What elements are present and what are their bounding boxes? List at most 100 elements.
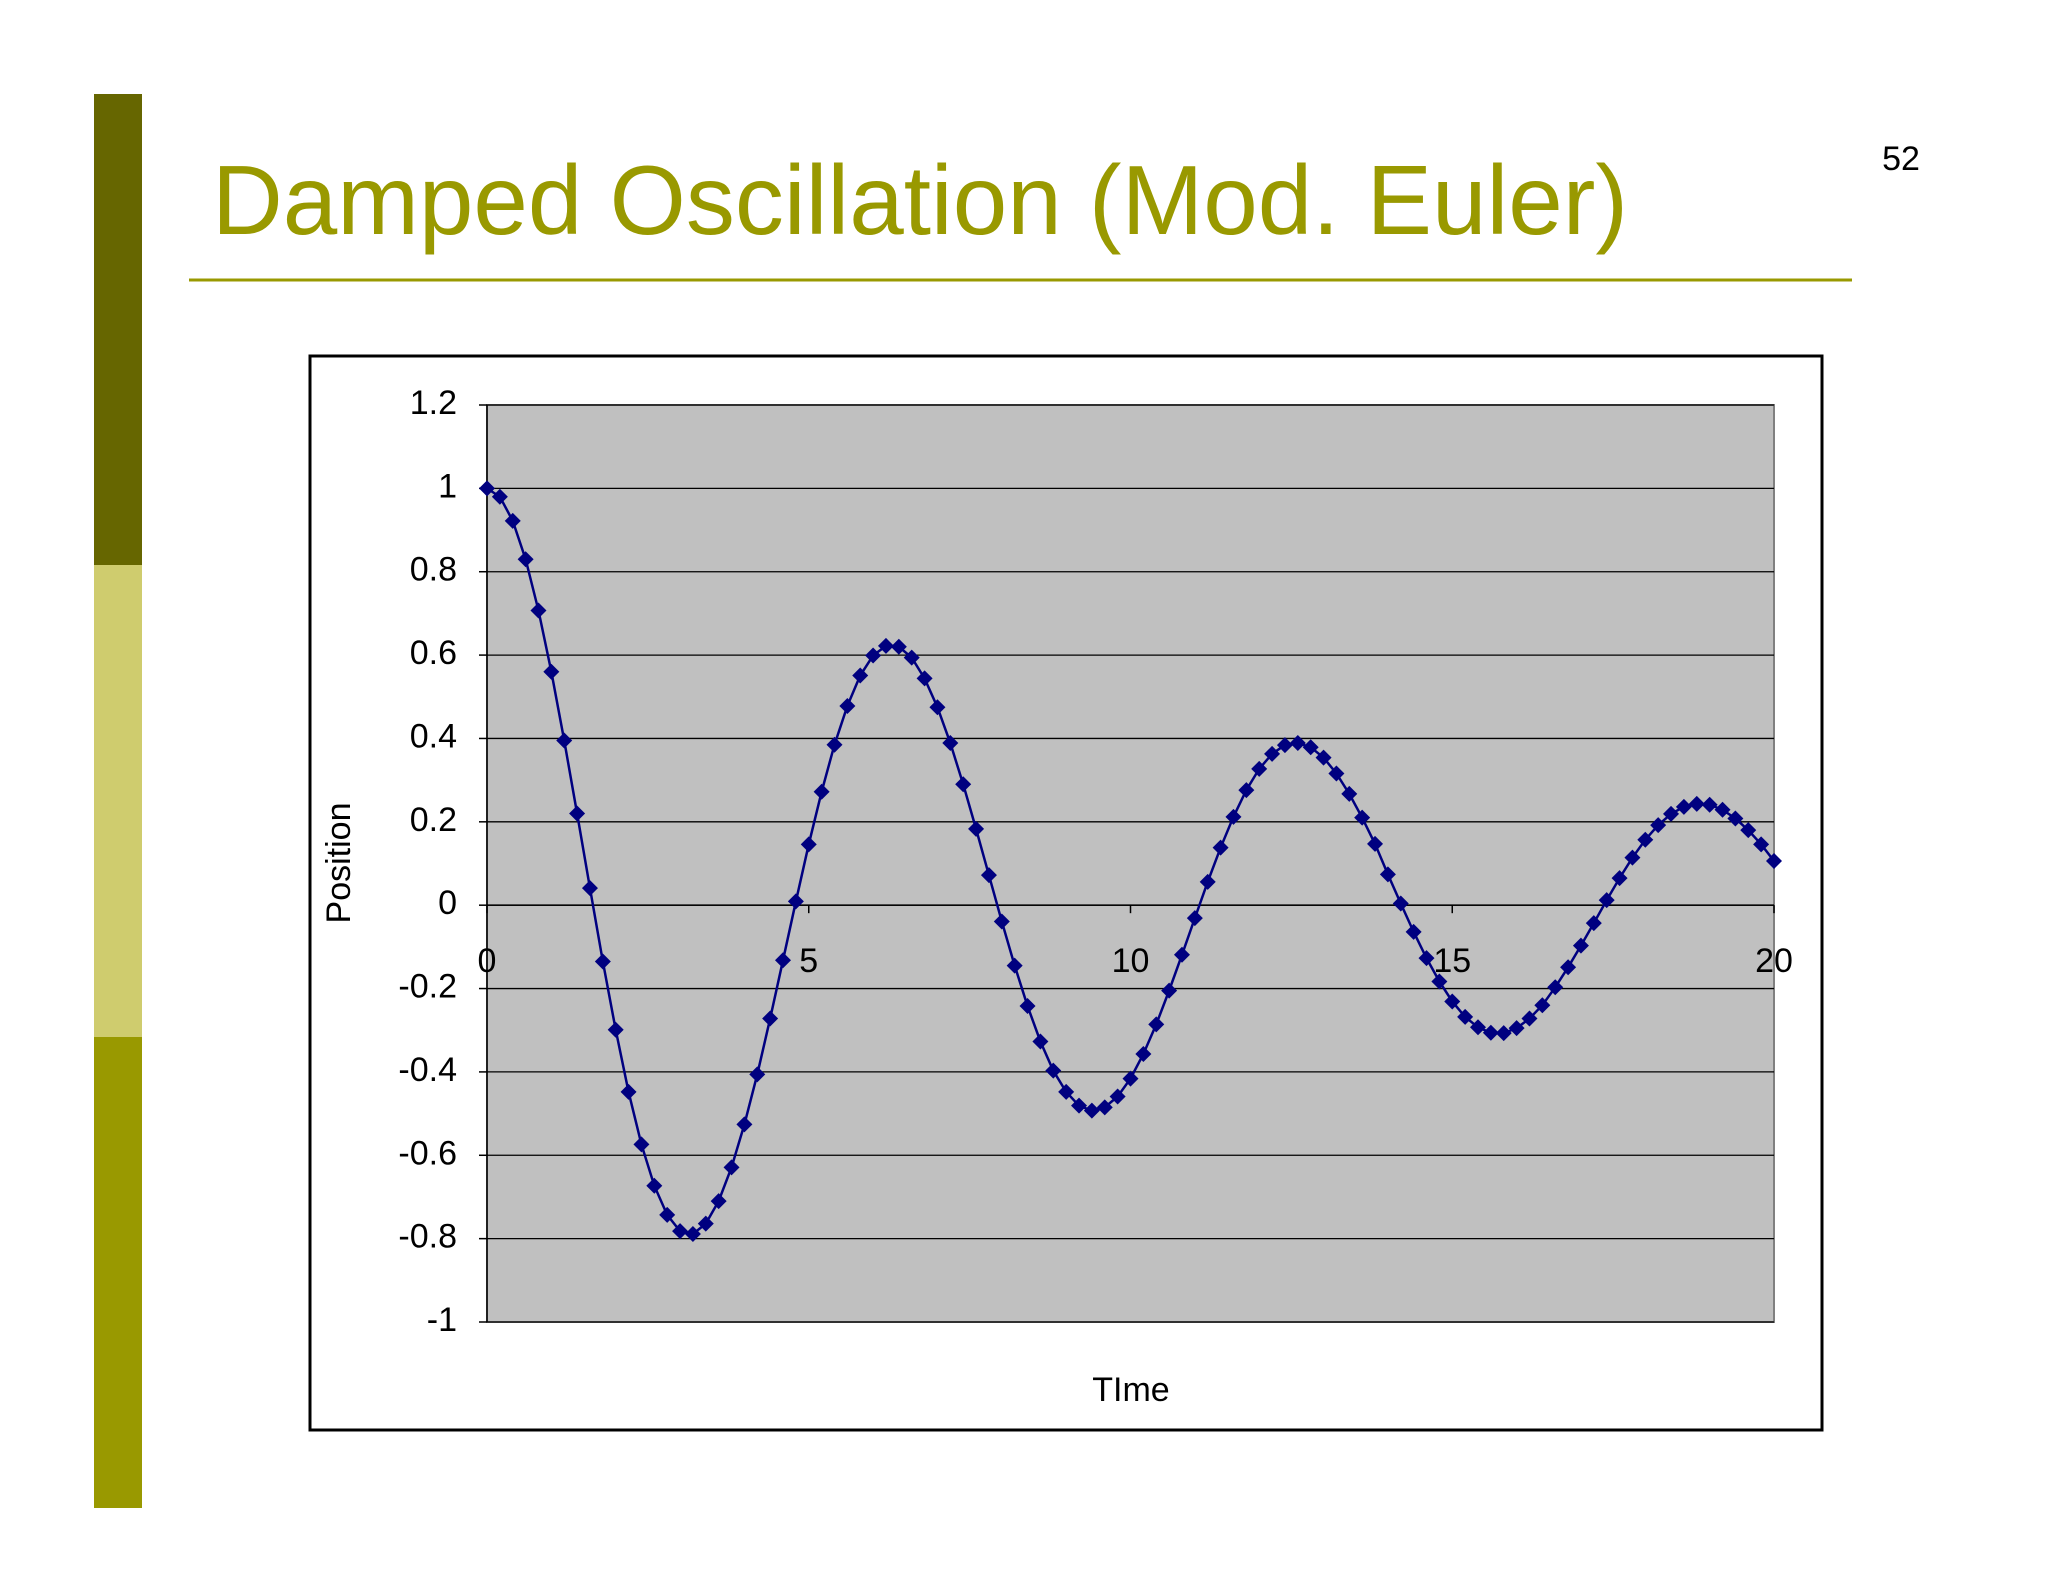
data-point: [800, 836, 817, 853]
data-point: [826, 736, 843, 753]
data-point: [1521, 1010, 1538, 1027]
data-point: [1019, 998, 1036, 1015]
slide-title: Damped Oscillation (Mod. Euler): [212, 145, 1628, 255]
data-point: [813, 783, 830, 800]
data-point: [916, 670, 933, 687]
data-point: [980, 867, 997, 884]
data-point: [1727, 810, 1744, 827]
data-point: [1753, 836, 1770, 853]
data-point: [710, 1193, 727, 1210]
data-point: [1392, 895, 1409, 912]
data-point: [1650, 817, 1667, 834]
data-point: [1083, 1102, 1100, 1119]
plot-area: [486, 404, 1775, 1323]
data-point: [1431, 973, 1448, 990]
data-point: [530, 602, 547, 619]
x-tick-label: 10: [1112, 942, 1150, 980]
data-point: [1495, 1025, 1512, 1042]
data-point: [1341, 785, 1358, 802]
data-point: [504, 512, 521, 529]
data-point: [1173, 946, 1190, 963]
accent-bar-light: [94, 565, 142, 1037]
data-point: [762, 1010, 779, 1027]
data-point: [1444, 993, 1461, 1010]
data-point: [1289, 735, 1306, 752]
y-tick-label: 0: [438, 884, 457, 922]
page-number: 52: [1882, 140, 1920, 178]
data-point: [1032, 1033, 1049, 1050]
data-point: [1264, 745, 1281, 762]
x-axis-label: TIme: [1092, 1371, 1169, 1409]
y-tick-label: 0.6: [410, 634, 457, 672]
data-point: [569, 805, 586, 822]
data-point: [1585, 915, 1602, 932]
data-point: [1212, 839, 1229, 856]
y-tick-label: -0.4: [398, 1051, 457, 1089]
data-point: [1186, 910, 1203, 927]
data-point: [1469, 1019, 1486, 1036]
data-point: [1560, 959, 1577, 976]
data-point: [1688, 795, 1705, 812]
data-point: [1328, 765, 1345, 782]
data-point: [877, 637, 894, 654]
data-point: [1379, 866, 1396, 883]
data-point: [1624, 849, 1641, 866]
data-point: [1637, 831, 1654, 848]
data-point: [1482, 1024, 1499, 1041]
data-point: [1547, 979, 1564, 996]
data-point: [633, 1136, 650, 1153]
data-point: [1701, 796, 1718, 813]
data-point: [672, 1223, 689, 1240]
x-tick-label: 5: [799, 942, 818, 980]
data-point: [852, 667, 869, 684]
data-point: [1508, 1020, 1525, 1037]
data-point: [1405, 923, 1422, 940]
data-point: [1161, 982, 1178, 999]
y-tick-label: 1.2: [410, 384, 457, 422]
y-tick-label: -0.2: [398, 968, 457, 1006]
accent-bar-olive: [94, 1037, 142, 1508]
data-point: [1766, 852, 1782, 869]
data-point: [607, 1021, 624, 1038]
data-point: [684, 1226, 701, 1243]
data-point: [491, 488, 508, 505]
accent-bar-dark: [94, 94, 142, 565]
data-point: [1096, 1099, 1113, 1116]
data-point: [1663, 805, 1680, 822]
data-point: [1276, 737, 1293, 754]
data-point: [1611, 870, 1628, 887]
data-point: [697, 1215, 714, 1232]
data-point: [865, 647, 882, 664]
y-tick-label: 1: [438, 467, 457, 505]
data-point: [620, 1083, 637, 1100]
data-point: [839, 697, 856, 714]
data-point: [775, 952, 792, 969]
data-point: [749, 1066, 766, 1083]
data-point: [543, 663, 560, 680]
y-tick-label: -0.6: [398, 1134, 457, 1172]
data-point: [1199, 873, 1216, 890]
data-point: [968, 820, 985, 837]
data-point: [1045, 1062, 1062, 1079]
data-point: [1238, 782, 1255, 799]
data-point: [659, 1206, 676, 1223]
data-point: [929, 699, 946, 716]
data-point: [1135, 1045, 1152, 1062]
data-point: [1418, 950, 1435, 967]
data-point: [1457, 1008, 1474, 1025]
data-point: [1225, 808, 1242, 825]
data-point: [1367, 835, 1384, 852]
data-point: [1302, 739, 1319, 756]
data-point: [1354, 809, 1371, 826]
data-point: [1251, 760, 1268, 777]
data-point: [1058, 1083, 1075, 1100]
y-tick-label: 0.8: [410, 551, 457, 589]
data-point: [903, 649, 920, 666]
data-point: [1534, 997, 1551, 1014]
data-point: [723, 1159, 740, 1176]
data-point: [1071, 1097, 1088, 1114]
data-point: [955, 776, 972, 793]
x-tick-label: 20: [1755, 942, 1793, 980]
data-point: [993, 913, 1010, 930]
